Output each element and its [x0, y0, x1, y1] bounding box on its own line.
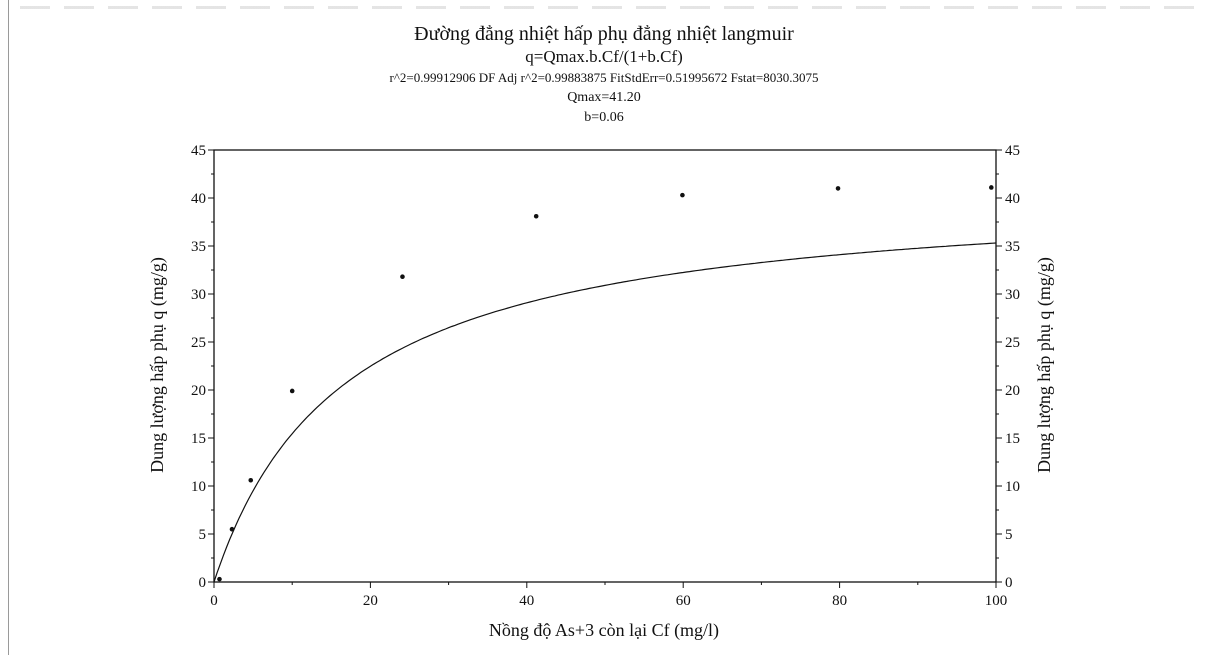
- x-tick-label: 20: [363, 593, 378, 609]
- x-tick-label: 100: [985, 593, 1008, 609]
- y-tick-label-right: 30: [1005, 287, 1020, 303]
- data-point: [680, 192, 685, 198]
- y-tick-label-right: 15: [1005, 431, 1020, 447]
- y-tick-label-left: 15: [191, 431, 206, 447]
- y-tick-label-left: 5: [199, 527, 207, 543]
- y-tick-label-right: 0: [1005, 575, 1013, 591]
- fit-statistics: r^2=0.99912906 DF Adj r^2=0.99883875 Fit…: [389, 70, 819, 85]
- y-tick-label-left: 25: [191, 335, 206, 351]
- data-point: [989, 185, 994, 190]
- chart-title: Đường đẳng nhiệt hấp phụ đẳng nhiệt lang…: [414, 23, 794, 45]
- y-tick-label-right: 10: [1005, 479, 1020, 495]
- y-tick-label-right: 5: [1005, 527, 1013, 543]
- x-tick-label: 80: [832, 593, 847, 609]
- y-tick-label-left: 10: [191, 479, 206, 495]
- y-axis-label-left: Dung lượng hấp phụ q (mg/g): [147, 257, 168, 473]
- chart-formula: q=Qmax.b.Cf/(1+b.Cf): [525, 47, 683, 66]
- scan-artifact-strip: [20, 6, 1208, 9]
- data-point: [289, 388, 295, 394]
- y-tick-label-right: 45: [1005, 143, 1020, 159]
- qmax-value: Qmax=41.20: [567, 90, 641, 105]
- plot-frame: [213, 149, 997, 583]
- x-tick-label: 60: [676, 593, 691, 609]
- fit-curve-layer: [213, 242, 997, 583]
- y-tick-label-right: 40: [1005, 191, 1020, 207]
- y-tick-label-right: 25: [1005, 335, 1020, 351]
- y-axis-label-right: Dung lượng hấp phụ q (mg/g): [1034, 257, 1055, 473]
- y-tick-label-left: 35: [191, 239, 206, 255]
- data-point: [533, 213, 539, 219]
- fit-curve: [213, 242, 997, 583]
- y-tick-label-left: 20: [191, 383, 206, 399]
- x-tick-label: 0: [210, 593, 218, 609]
- data-point: [835, 186, 841, 191]
- y-tick-label-left: 30: [191, 287, 206, 303]
- data-point: [400, 274, 405, 280]
- data-points-layer: [217, 185, 994, 582]
- y-tick-label-left: 45: [191, 143, 206, 159]
- x-tick-label: 40: [519, 593, 534, 609]
- data-point: [217, 576, 222, 582]
- page-left-border: [8, 0, 9, 655]
- y-tick-label-left: 0: [199, 575, 207, 591]
- y-tick-label-right: 35: [1005, 239, 1020, 255]
- y-tick-label-right: 20: [1005, 383, 1020, 399]
- data-point: [229, 526, 235, 532]
- b-value: b=0.06: [584, 110, 624, 125]
- x-axis-label: Nồng độ As+3 còn lại Cf (mg/l): [489, 620, 719, 641]
- data-point: [248, 477, 254, 483]
- chart-titles: Đường đẳng nhiệt hấp phụ đẳng nhiệt lang…: [0, 22, 1208, 128]
- y-tick-label-left: 40: [191, 191, 206, 207]
